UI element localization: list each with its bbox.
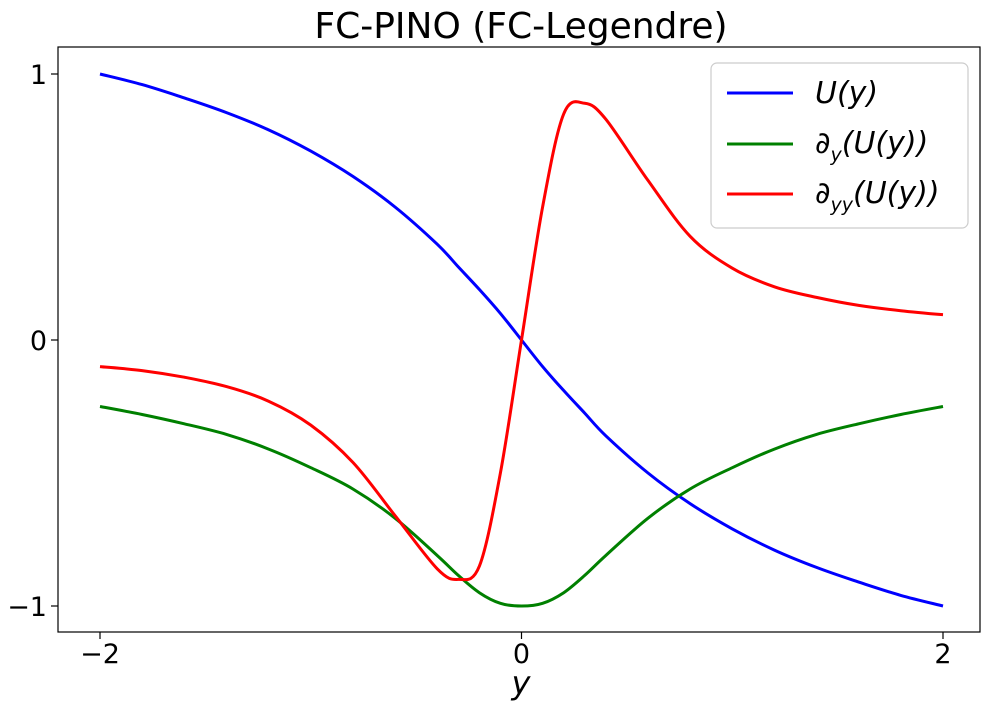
- legend-label-dy: ∂y(U(y)): [815, 126, 928, 166]
- series-line-2: [99, 405, 944, 608]
- y-tick-label: 1: [30, 60, 47, 91]
- x-axis-label: y: [511, 664, 532, 702]
- x-tick-label: 2: [934, 639, 951, 670]
- y-tick-label: −1: [7, 592, 47, 623]
- legend-label-u: U(y): [815, 76, 878, 111]
- chart-title: FC-PINO (FC-Legendre): [314, 6, 727, 47]
- legend-label-dyy: ∂yy(U(y)): [815, 176, 940, 216]
- series-lines: [99, 72, 944, 608]
- x-tick-label: 0: [513, 639, 530, 670]
- legend-box: [710, 62, 969, 229]
- legend: U(y) ∂y(U(y)) ∂yy(U(y)): [710, 62, 969, 229]
- series-line-3: [99, 100, 944, 582]
- y-tick-label: 0: [30, 326, 47, 357]
- x-tick-label: −2: [80, 639, 120, 670]
- axis-ticks: −2 0 2 −1 0 1: [7, 60, 951, 670]
